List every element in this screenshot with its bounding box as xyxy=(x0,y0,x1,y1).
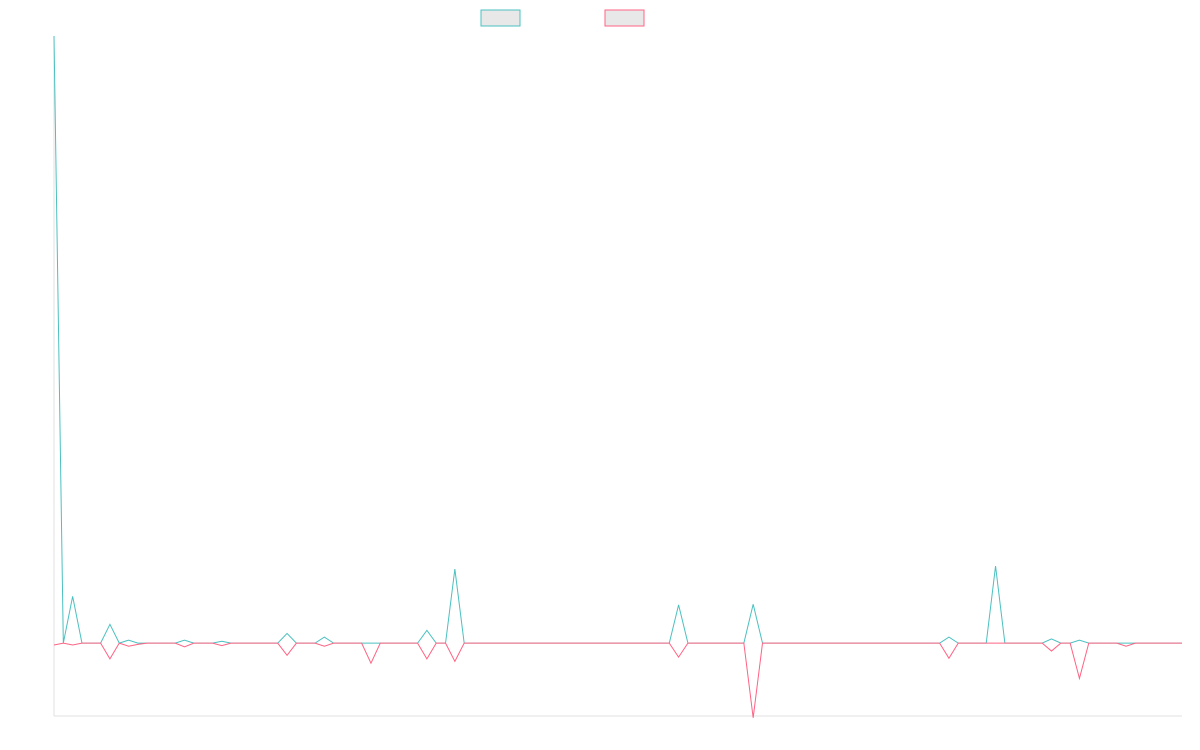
series-line xyxy=(53,35,1182,644)
legend-box[interactable] xyxy=(604,9,645,27)
legend-box[interactable] xyxy=(480,9,521,27)
series-line xyxy=(53,642,1182,718)
